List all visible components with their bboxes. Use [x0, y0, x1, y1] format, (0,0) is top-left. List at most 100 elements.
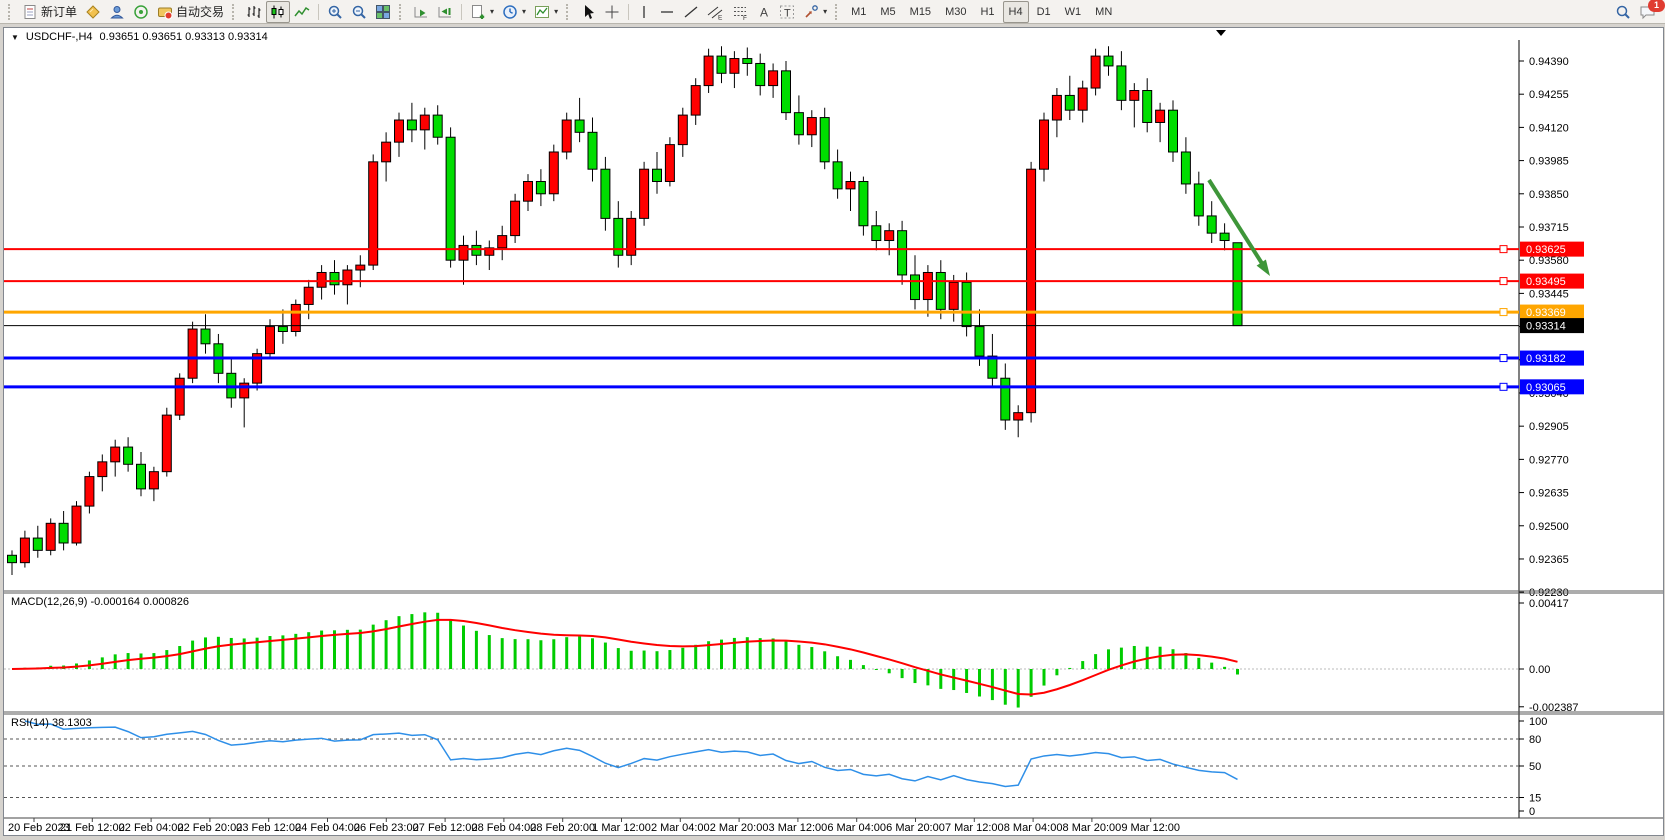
chart-canvas[interactable]: 0.94390 0.94255 0.94120 0.93985 0.93850 0.937… [4, 28, 1663, 835]
time-label: 6 Mar 20:00 [886, 822, 945, 834]
svg-text:100: 100 [1529, 716, 1547, 728]
auto-trading-icon [158, 7, 173, 19]
hline-handle[interactable] [1499, 382, 1508, 391]
equidistant-channel-button[interactable]: E [703, 1, 728, 23]
tile-windows-button[interactable] [371, 1, 395, 23]
time-label: 22 Feb 20:00 [177, 822, 243, 834]
chat-button[interactable]: 1 [1635, 0, 1665, 23]
arrows-objects-button[interactable]: ▾ [799, 1, 831, 23]
chart-shift-button[interactable] [433, 1, 457, 23]
zoom-out-button[interactable] [347, 1, 371, 23]
svg-text:0.93715: 0.93715 [1529, 222, 1569, 234]
chart-collapse-icon[interactable]: ▼ [11, 32, 19, 42]
search-button[interactable] [1611, 1, 1635, 23]
cursor-button[interactable] [576, 1, 600, 23]
timeframe-m1-button[interactable]: M1 [851, 5, 867, 18]
line-chart-button[interactable] [290, 1, 314, 23]
zoom-in-button[interactable] [323, 1, 347, 23]
bar-chart-button[interactable] [242, 1, 266, 23]
fibonacci-retracement-icon: F [734, 6, 747, 20]
auto-trading-button[interactable]: 自动交易 [153, 1, 228, 23]
market-watch-button[interactable] [81, 1, 105, 23]
vertical-line-icon [643, 5, 645, 18]
text-label-button[interactable]: T [775, 1, 799, 23]
time-label: 8 Mar 20:00 [1062, 822, 1122, 834]
signals-button[interactable] [129, 1, 153, 23]
zoom-out-icon [352, 5, 366, 19]
crosshair-button[interactable] [600, 1, 624, 23]
svg-text:-0.002387: -0.002387 [1529, 702, 1579, 714]
trendline-button[interactable] [679, 1, 703, 23]
templates-button[interactable]: ▾ [530, 1, 562, 23]
cursor-icon [585, 4, 595, 19]
timeframe-w1-button[interactable]: W1 [1064, 5, 1082, 18]
new-order-button[interactable]: 新订单 [18, 1, 81, 23]
hline-handle[interactable] [1499, 245, 1508, 254]
periods-dropdown-icon[interactable]: ▾ [522, 7, 527, 16]
svg-text:0.92770: 0.92770 [1529, 454, 1569, 466]
svg-text:F: F [743, 15, 747, 20]
svg-text:15: 15 [1529, 793, 1541, 805]
time-label: 27 Feb 12:00 [412, 822, 478, 834]
svg-text:0.93985: 0.93985 [1529, 156, 1569, 168]
svg-text:0.93445: 0.93445 [1529, 288, 1569, 300]
svg-text:0.92905: 0.92905 [1529, 421, 1569, 433]
search-icon [1616, 5, 1630, 19]
periods-button[interactable]: ▾ [498, 1, 530, 23]
toolbar-separator [461, 3, 463, 20]
timeframe-m30-button[interactable]: M30 [945, 5, 967, 18]
chart-window[interactable]: 0.94390 0.94255 0.94120 0.93985 0.93850 0.937… [3, 27, 1664, 836]
main-toolbar: 新订单 自动交易 [0, 0, 1665, 24]
svg-text:0.92635: 0.92635 [1529, 488, 1569, 500]
macd-label: MACD(12,26,9) -0.000164 0.000826 [11, 596, 189, 608]
timeframe-mn-button[interactable]: MN [1095, 5, 1113, 18]
timeframe-m5-button[interactable]: M5 [880, 5, 896, 18]
toolbar-grip [8, 3, 14, 20]
svg-text:80: 80 [1529, 734, 1541, 746]
arrows-objects-icon [805, 4, 818, 18]
time-label: 28 Feb 20:00 [530, 822, 596, 834]
hline-handle[interactable] [1499, 354, 1508, 363]
profiles-icon [110, 5, 124, 18]
timeframe-d1-button[interactable]: D1 [1036, 5, 1051, 18]
svg-text:0.93065: 0.93065 [1526, 382, 1566, 394]
new-chart-button[interactable]: ▾ [466, 1, 498, 23]
horizontal-line-icon [661, 10, 674, 13]
zoom-in-icon [328, 5, 342, 19]
auto-scroll-button[interactable] [409, 1, 433, 23]
timeframe-h1-button[interactable]: H1 [980, 5, 995, 18]
candlestick-chart-button[interactable] [266, 0, 291, 23]
price-tag-0.93314 [1520, 318, 1584, 334]
price-tag-0.93065 [1520, 379, 1584, 395]
candlesticks [7, 46, 1243, 575]
svg-text:0.93314: 0.93314 [1526, 321, 1566, 333]
timeframe-h4-button[interactable]: H4 [1002, 0, 1029, 23]
horizontal-line-button[interactable] [655, 1, 679, 23]
text-button[interactable]: A [753, 1, 775, 23]
auto-scroll-icon [414, 6, 428, 17]
price-tag-0.93495 [1520, 273, 1584, 289]
time-label: 20 Feb 2023 [8, 822, 70, 834]
hline-handle[interactable] [1499, 308, 1508, 317]
time-label: 2 Mar 04:00 [650, 822, 710, 834]
crosshair-icon [605, 5, 619, 18]
chart-ohlc-values: 0.93651 0.93651 0.93313 0.93314 [99, 31, 268, 43]
chart-shift-icon [438, 6, 452, 17]
trend-arrow-annotation[interactable] [1207, 178, 1265, 267]
profiles-button[interactable] [105, 1, 129, 23]
vertical-line-button[interactable] [633, 1, 655, 23]
templates-dropdown-icon[interactable]: ▾ [554, 7, 559, 16]
arrows-dropdown-icon[interactable]: ▾ [823, 7, 828, 16]
time-axis: 20 Feb 2023 21 Feb 12:00 22 Feb 04:00 22 Fe… [4, 820, 1524, 835]
chart-shift-marker-icon[interactable] [1216, 30, 1226, 36]
new-chart-dropdown-icon[interactable]: ▾ [490, 7, 495, 16]
timeframe-m15-button[interactable]: M15 [909, 5, 932, 18]
svg-text:0.93625: 0.93625 [1526, 244, 1566, 256]
hline-handle[interactable] [1499, 277, 1508, 286]
bar-chart-icon [247, 5, 261, 18]
new-chart-icon [472, 4, 485, 19]
svg-text:0.92365: 0.92365 [1529, 554, 1569, 566]
svg-text:0.94390: 0.94390 [1529, 56, 1569, 68]
fibonacci-button[interactable]: F [728, 1, 753, 23]
